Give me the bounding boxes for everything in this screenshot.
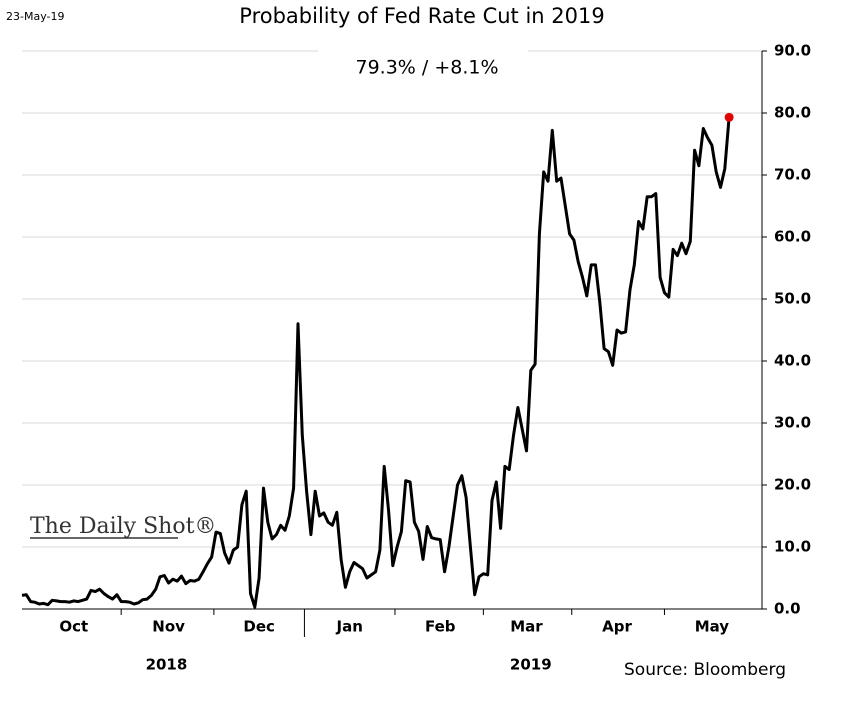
y-tick-label: 70.0 xyxy=(774,166,811,184)
line-series xyxy=(21,117,731,609)
year-label: 2019 xyxy=(510,656,552,674)
y-tick-label: 0.0 xyxy=(774,600,801,618)
x-tick-label: Mar xyxy=(510,618,543,636)
y-tick-label: 80.0 xyxy=(774,104,811,122)
subtitle-box xyxy=(318,50,528,86)
y-tick-label: 10.0 xyxy=(774,538,811,556)
x-tick-label: Jan xyxy=(335,618,362,636)
chart-title: Probability of Fed Rate Cut in 2019 xyxy=(239,4,604,28)
y-tick-label: 30.0 xyxy=(774,414,811,432)
y-tick-label: 40.0 xyxy=(774,352,811,370)
x-tick-label: Nov xyxy=(152,618,185,636)
x-tick-label: Dec xyxy=(243,618,275,636)
source: Source: Bloomberg xyxy=(624,660,786,680)
x-tick-label: Oct xyxy=(59,618,88,636)
logo: The Daily Shot® xyxy=(30,514,216,539)
x-tick-label: May xyxy=(695,618,730,636)
y-tick-label: 60.0 xyxy=(774,228,811,246)
plot-area: 0.0 10.0 20.0 30.0 40.0 50.0 60.0 70.0 80.0 90.0 O… xyxy=(21,42,811,674)
year-label: 2018 xyxy=(146,656,188,674)
subtitle: 79.3% / +8.1% xyxy=(355,57,498,79)
y-tick-label: 50.0 xyxy=(774,290,811,308)
last-point xyxy=(724,112,734,122)
date-label: 23-May-19 xyxy=(6,10,64,23)
y-tick-label: 90.0 xyxy=(774,42,811,60)
y-tick-label: 20.0 xyxy=(774,476,811,494)
x-tick-label: Apr xyxy=(602,618,632,636)
x-tick-label: Feb xyxy=(425,618,456,636)
